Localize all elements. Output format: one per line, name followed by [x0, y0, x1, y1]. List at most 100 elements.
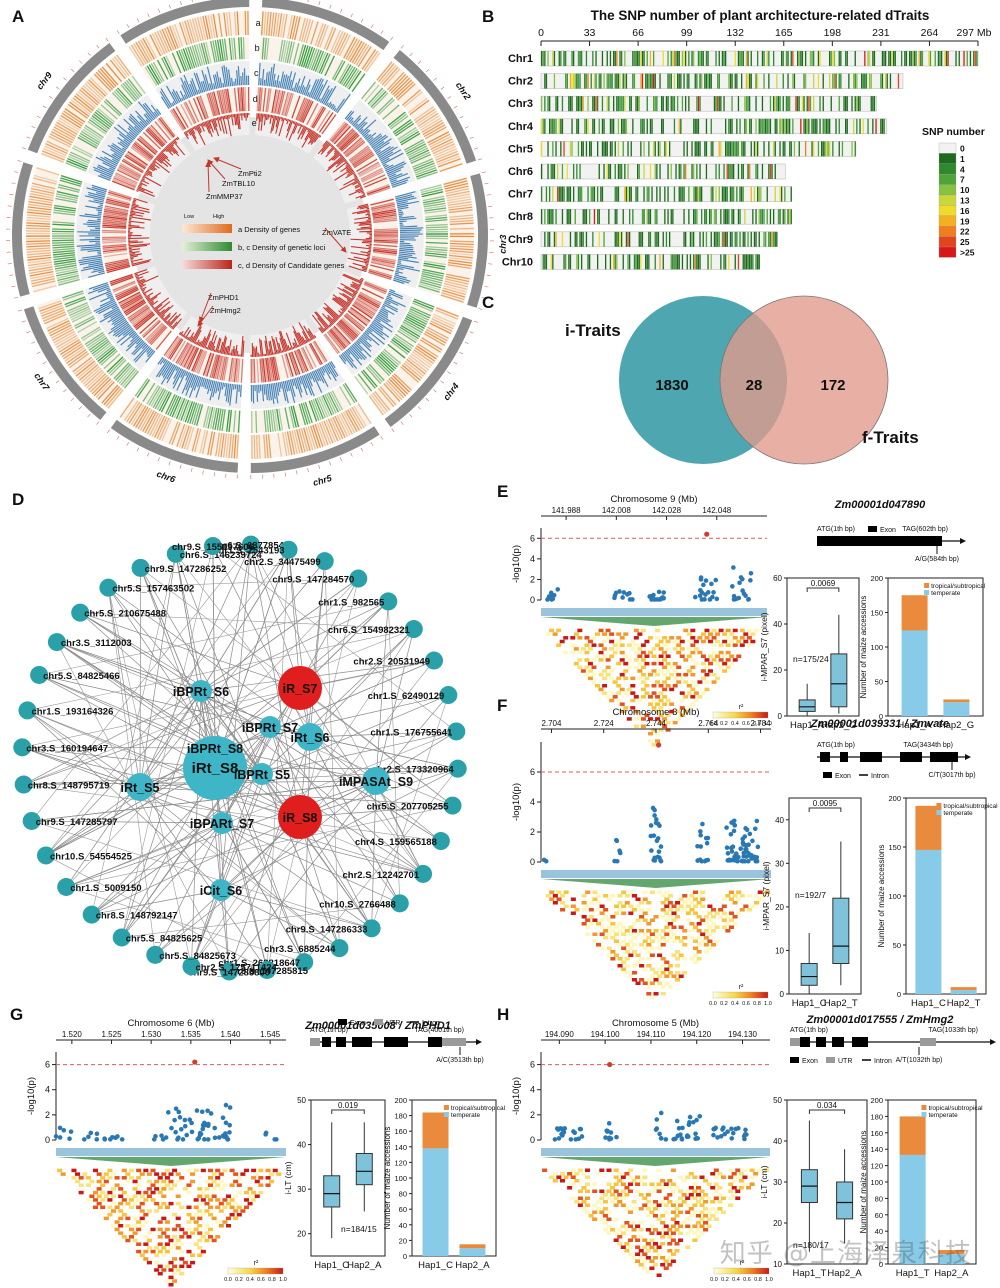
ld-cell	[667, 894, 673, 898]
circos-density-mark	[424, 209, 447, 214]
ld-cell	[639, 943, 645, 947]
circos-density-mark	[347, 39, 361, 61]
circos-density-mark	[436, 153, 459, 164]
circos-bar-mark	[344, 160, 347, 163]
circos-bar-mark	[160, 363, 174, 385]
snp-density-stripe	[689, 254, 692, 270]
ld-cell	[667, 971, 673, 975]
circos-bar-mark	[179, 330, 184, 336]
ld-cell	[703, 922, 709, 926]
ld-cell	[704, 672, 710, 677]
circos-density-mark	[118, 366, 135, 384]
circos-density-mark	[284, 407, 291, 430]
circos-density-mark	[171, 52, 182, 74]
snp-density-stripe	[683, 141, 685, 157]
ld-cell	[150, 1168, 156, 1173]
ld-cell	[208, 1198, 214, 1202]
snp-density-stripe	[713, 231, 716, 247]
snp-point	[86, 1134, 91, 1140]
ld-cell	[139, 1224, 145, 1228]
snp-density-stripe	[606, 73, 608, 89]
network-edge	[220, 889, 372, 929]
ld-cell	[164, 1168, 170, 1173]
ld-cell	[628, 925, 634, 929]
snp-density-stripe	[555, 209, 557, 225]
ld-cell	[193, 1242, 199, 1246]
snp-point	[744, 827, 750, 833]
snp-density-stripe	[632, 51, 634, 66]
ld-cell	[179, 1205, 185, 1210]
circos-bar-mark	[313, 370, 320, 382]
circos-density-mark	[218, 90, 225, 114]
network-edge	[121, 903, 400, 938]
snp-legend-level: 4	[960, 164, 965, 174]
snp-density-stripe	[560, 141, 562, 157]
ld-cell	[78, 1176, 84, 1180]
circos-density-mark	[346, 69, 360, 89]
circos-density-mark	[383, 383, 401, 402]
ld-cell	[617, 957, 623, 961]
circos-density-mark	[181, 425, 190, 449]
circos-density-mark	[341, 317, 361, 335]
ld-cell	[621, 946, 627, 950]
circos-density-mark	[272, 356, 279, 381]
snp-density-stripe	[886, 73, 888, 89]
circos-bar-mark	[263, 79, 266, 86]
circos-density-mark	[66, 160, 88, 170]
circos-density-mark	[310, 342, 323, 365]
snp-density-stripe	[641, 231, 644, 247]
gene-title: Zm00001d039331 / Zmvate	[810, 718, 949, 730]
ld-cell	[197, 1194, 203, 1198]
ld-cell	[179, 1257, 185, 1261]
ld-cell	[587, 647, 593, 651]
circos-density-mark	[343, 314, 364, 332]
circos-density-mark	[163, 56, 174, 77]
circos-bar-mark	[195, 377, 204, 398]
circos-density-mark	[331, 123, 349, 143]
ld-cell	[679, 654, 685, 658]
circos-density-mark	[421, 337, 443, 351]
circos-density-mark	[408, 310, 430, 321]
circos-density-mark	[391, 338, 410, 353]
snp-density-stripe	[541, 209, 543, 225]
circos-density-mark	[52, 239, 75, 242]
circos-bar-mark	[162, 148, 166, 152]
circos-bar-mark	[183, 131, 189, 140]
circos-density-mark	[420, 279, 442, 286]
circos-density-mark	[196, 44, 204, 66]
ld-cell	[592, 897, 598, 901]
circos-density-mark	[356, 296, 379, 311]
circos-density-mark	[413, 349, 434, 365]
circos-density-mark	[387, 71, 405, 91]
circos-bar-mark	[272, 383, 276, 399]
circos-bar-mark	[88, 272, 106, 278]
circos-bar-mark	[138, 275, 159, 286]
circos-density-mark	[332, 326, 350, 346]
ld-cell	[736, 639, 742, 644]
circos-density-mark	[186, 346, 198, 370]
circos-density-mark	[359, 292, 381, 306]
circos-bar-mark	[339, 314, 342, 317]
circos-bar-mark	[364, 134, 372, 140]
ld-cell	[651, 743, 657, 747]
circos-bar-mark	[304, 374, 315, 397]
circos-density-mark	[298, 44, 307, 67]
circos-bar-mark	[181, 97, 184, 102]
snp-density-stripe	[696, 73, 698, 89]
circos-bar-mark	[265, 72, 268, 86]
circos-bar-mark	[286, 119, 292, 132]
circos-bar-mark	[187, 129, 192, 136]
ld-cell	[157, 1220, 163, 1224]
circos-density-mark	[123, 299, 145, 313]
circos-density-mark	[54, 204, 77, 210]
snp-density-stripe	[720, 209, 722, 225]
circos-density-mark	[341, 134, 360, 152]
circos-density-mark	[103, 212, 128, 218]
snp-density-stripe	[928, 51, 930, 66]
circos-bar-mark	[155, 301, 171, 314]
snp-legend-level: 0	[960, 144, 965, 154]
ld-cell	[197, 1187, 203, 1191]
circos-density-mark	[105, 261, 130, 268]
snp-density-stripe	[678, 51, 680, 66]
circos-density-mark	[55, 268, 78, 275]
